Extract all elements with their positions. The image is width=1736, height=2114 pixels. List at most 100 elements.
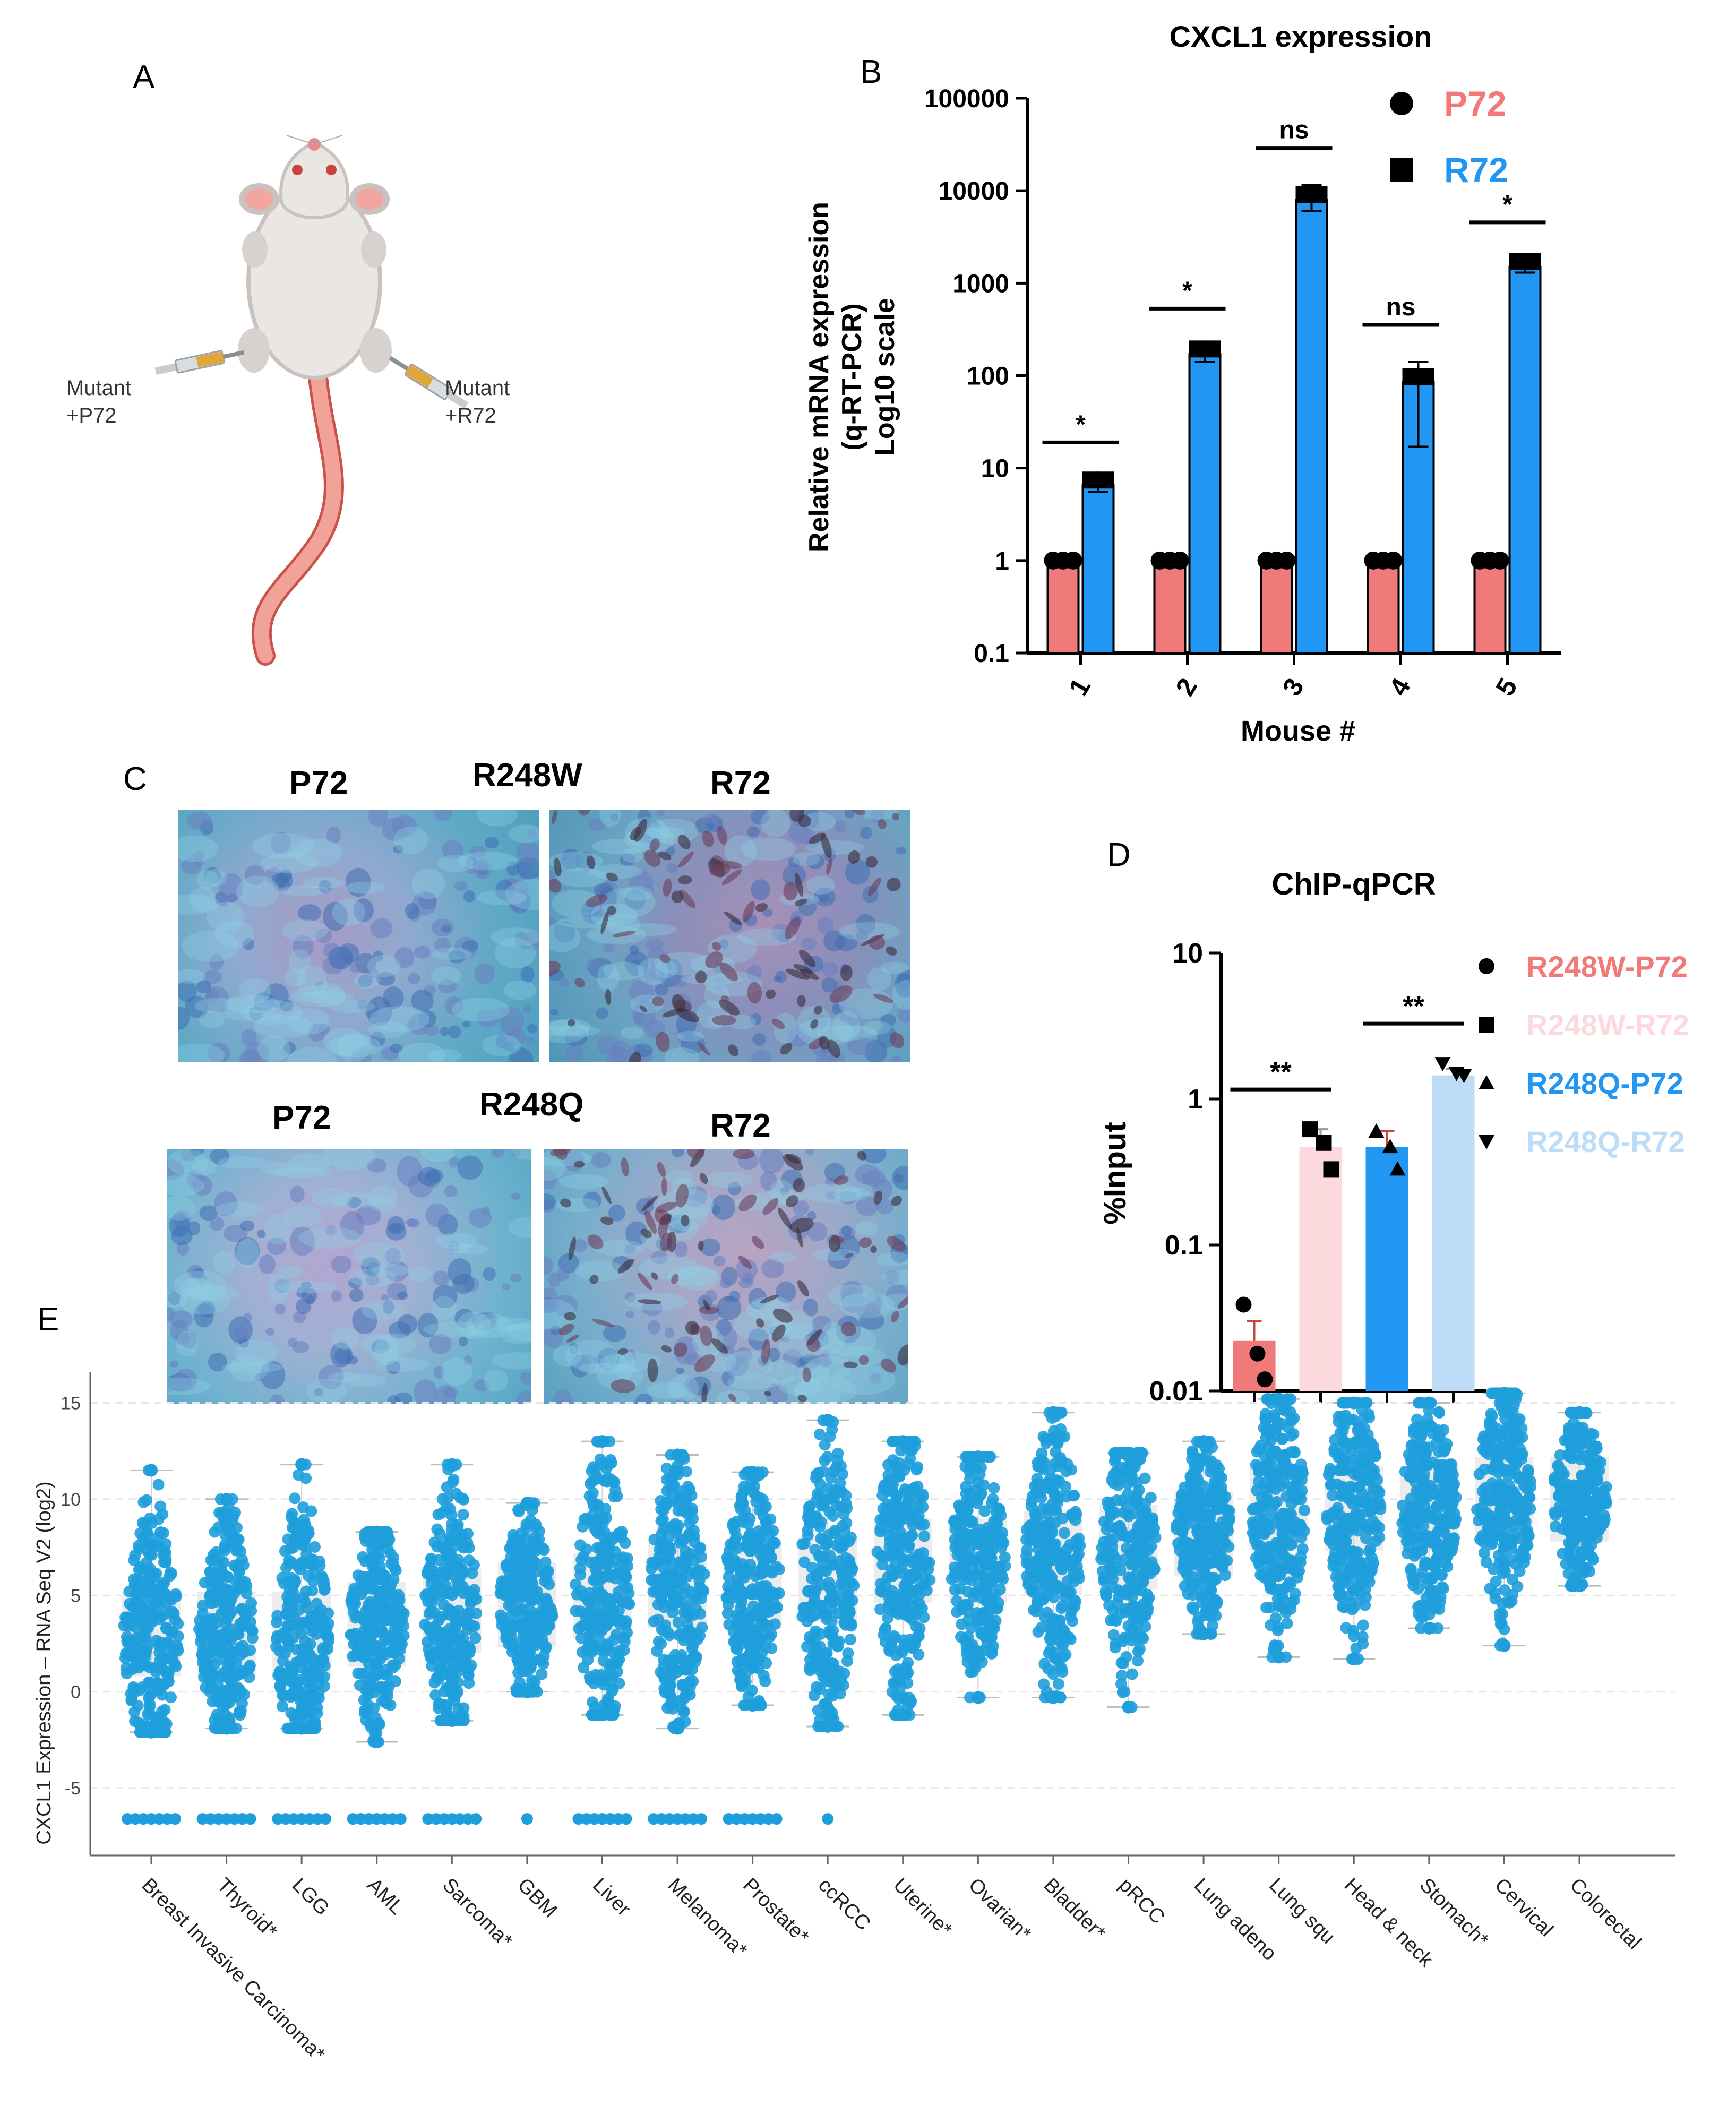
chart-e-point [662, 1569, 674, 1581]
ihc-nucleus [187, 812, 212, 830]
chart-e-point [286, 1522, 298, 1534]
chart-e-point [659, 1686, 671, 1698]
chart-e-point [1133, 1484, 1145, 1496]
chart-e-point [1119, 1447, 1131, 1459]
chart-e-point [1055, 1406, 1067, 1419]
chart-e-point [158, 1718, 170, 1730]
chart-e-point [361, 1632, 373, 1644]
chart-e-point [961, 1494, 973, 1507]
chart-e-point [390, 1639, 402, 1651]
chart-e-point [231, 1627, 243, 1639]
chart-e-point [240, 1610, 252, 1622]
chart-e-point [432, 1671, 444, 1683]
chart-e-point [987, 1531, 1000, 1543]
chart-e-box [423, 1568, 482, 1654]
chart-e-point [734, 1673, 746, 1686]
chart-e-point [588, 1639, 600, 1652]
chart-e-point [433, 1554, 445, 1566]
chart-e-point [736, 1679, 748, 1691]
chart-e-point [655, 1591, 667, 1603]
chart-b-point-p72 [1491, 551, 1509, 570]
chart-e-point [207, 1577, 219, 1589]
chart-e-point [365, 1622, 377, 1634]
chart-e-point [159, 1547, 171, 1559]
chart-e-point [504, 1625, 517, 1637]
chart-e-point [196, 1608, 209, 1620]
chart-e-point [796, 1610, 809, 1622]
chart-e-point [809, 1515, 821, 1527]
chart-e-point [461, 1585, 473, 1597]
chart-e-point [1040, 1519, 1052, 1532]
chart-e-point [1034, 1530, 1046, 1542]
chart-e-floor-point [228, 1813, 240, 1825]
chart-e-point [688, 1530, 700, 1542]
chart-e-point [512, 1585, 523, 1597]
chart-e-point [518, 1584, 530, 1596]
chart-e-point [512, 1654, 524, 1666]
chart-e-point [523, 1656, 535, 1669]
ihc-nucleus [454, 881, 468, 891]
chart-e-point [834, 1554, 846, 1567]
chart-e-point [607, 1709, 620, 1721]
chart-e-point [216, 1565, 228, 1577]
chart-e-point [1114, 1608, 1126, 1620]
chart-e-box [497, 1562, 556, 1648]
chart-e-point [519, 1549, 531, 1561]
chart-e-point [323, 1635, 335, 1647]
chart-e-point [460, 1654, 472, 1665]
chart-e-point [827, 1588, 839, 1601]
chart-e-point [319, 1660, 331, 1672]
chart-e-point [196, 1648, 208, 1661]
chart-e-point [817, 1494, 829, 1507]
chart-e-point [831, 1539, 843, 1551]
chart-e-point [757, 1559, 769, 1571]
chart-e-point [1041, 1606, 1053, 1619]
chart-e-point [1126, 1635, 1138, 1647]
chart-e-point [449, 1526, 461, 1539]
chart-e-point [1106, 1581, 1119, 1593]
chart-e-point-min [972, 1691, 985, 1704]
chart-e-point [205, 1645, 217, 1657]
chart-e-point [285, 1707, 297, 1719]
chart-e-point [1110, 1638, 1122, 1650]
chart-e-point [757, 1629, 769, 1641]
chart-e-point [234, 1577, 246, 1589]
chart-e-point [1060, 1465, 1072, 1477]
chart-e-point [374, 1561, 386, 1573]
chart-e-floor-point [430, 1813, 442, 1825]
chart-e-point [679, 1582, 691, 1594]
chart-e-point [657, 1514, 669, 1525]
chart-e-point [740, 1540, 752, 1552]
chart-e-point [169, 1613, 181, 1626]
chart-e-point [157, 1579, 169, 1591]
chart-e-point [231, 1533, 244, 1545]
chart-e-point [613, 1530, 625, 1542]
chart-e-point [1137, 1544, 1148, 1557]
chart-e-point [350, 1649, 362, 1662]
chart-e-point [394, 1609, 406, 1621]
chart-e-point [456, 1660, 468, 1672]
chart-e-point [760, 1587, 772, 1600]
chart-e-point [592, 1673, 605, 1686]
chart-e-point [746, 1662, 759, 1674]
chart-e-point [895, 1445, 907, 1457]
chart-e-point [890, 1496, 902, 1508]
chart-e-point [500, 1576, 512, 1588]
chart-e-point [307, 1621, 319, 1633]
chart-e-point [298, 1558, 310, 1570]
chart-e-point [1040, 1437, 1052, 1449]
chart-e-category-group [193, 1492, 259, 1825]
chart-e-point [666, 1473, 678, 1485]
chart-e-point [520, 1565, 532, 1577]
chart-e-point [436, 1539, 448, 1551]
chart-e-point [150, 1589, 162, 1601]
chart-e-point [992, 1597, 1004, 1609]
chart-e-point [236, 1603, 248, 1615]
chart-e-point [1025, 1564, 1037, 1576]
chart-e-point [219, 1529, 231, 1541]
chart-e-point [676, 1679, 689, 1691]
chart-e-point [814, 1683, 826, 1695]
chart-e-point [283, 1668, 296, 1680]
chart-e-point [1042, 1557, 1054, 1568]
chart-e-point [984, 1577, 996, 1589]
